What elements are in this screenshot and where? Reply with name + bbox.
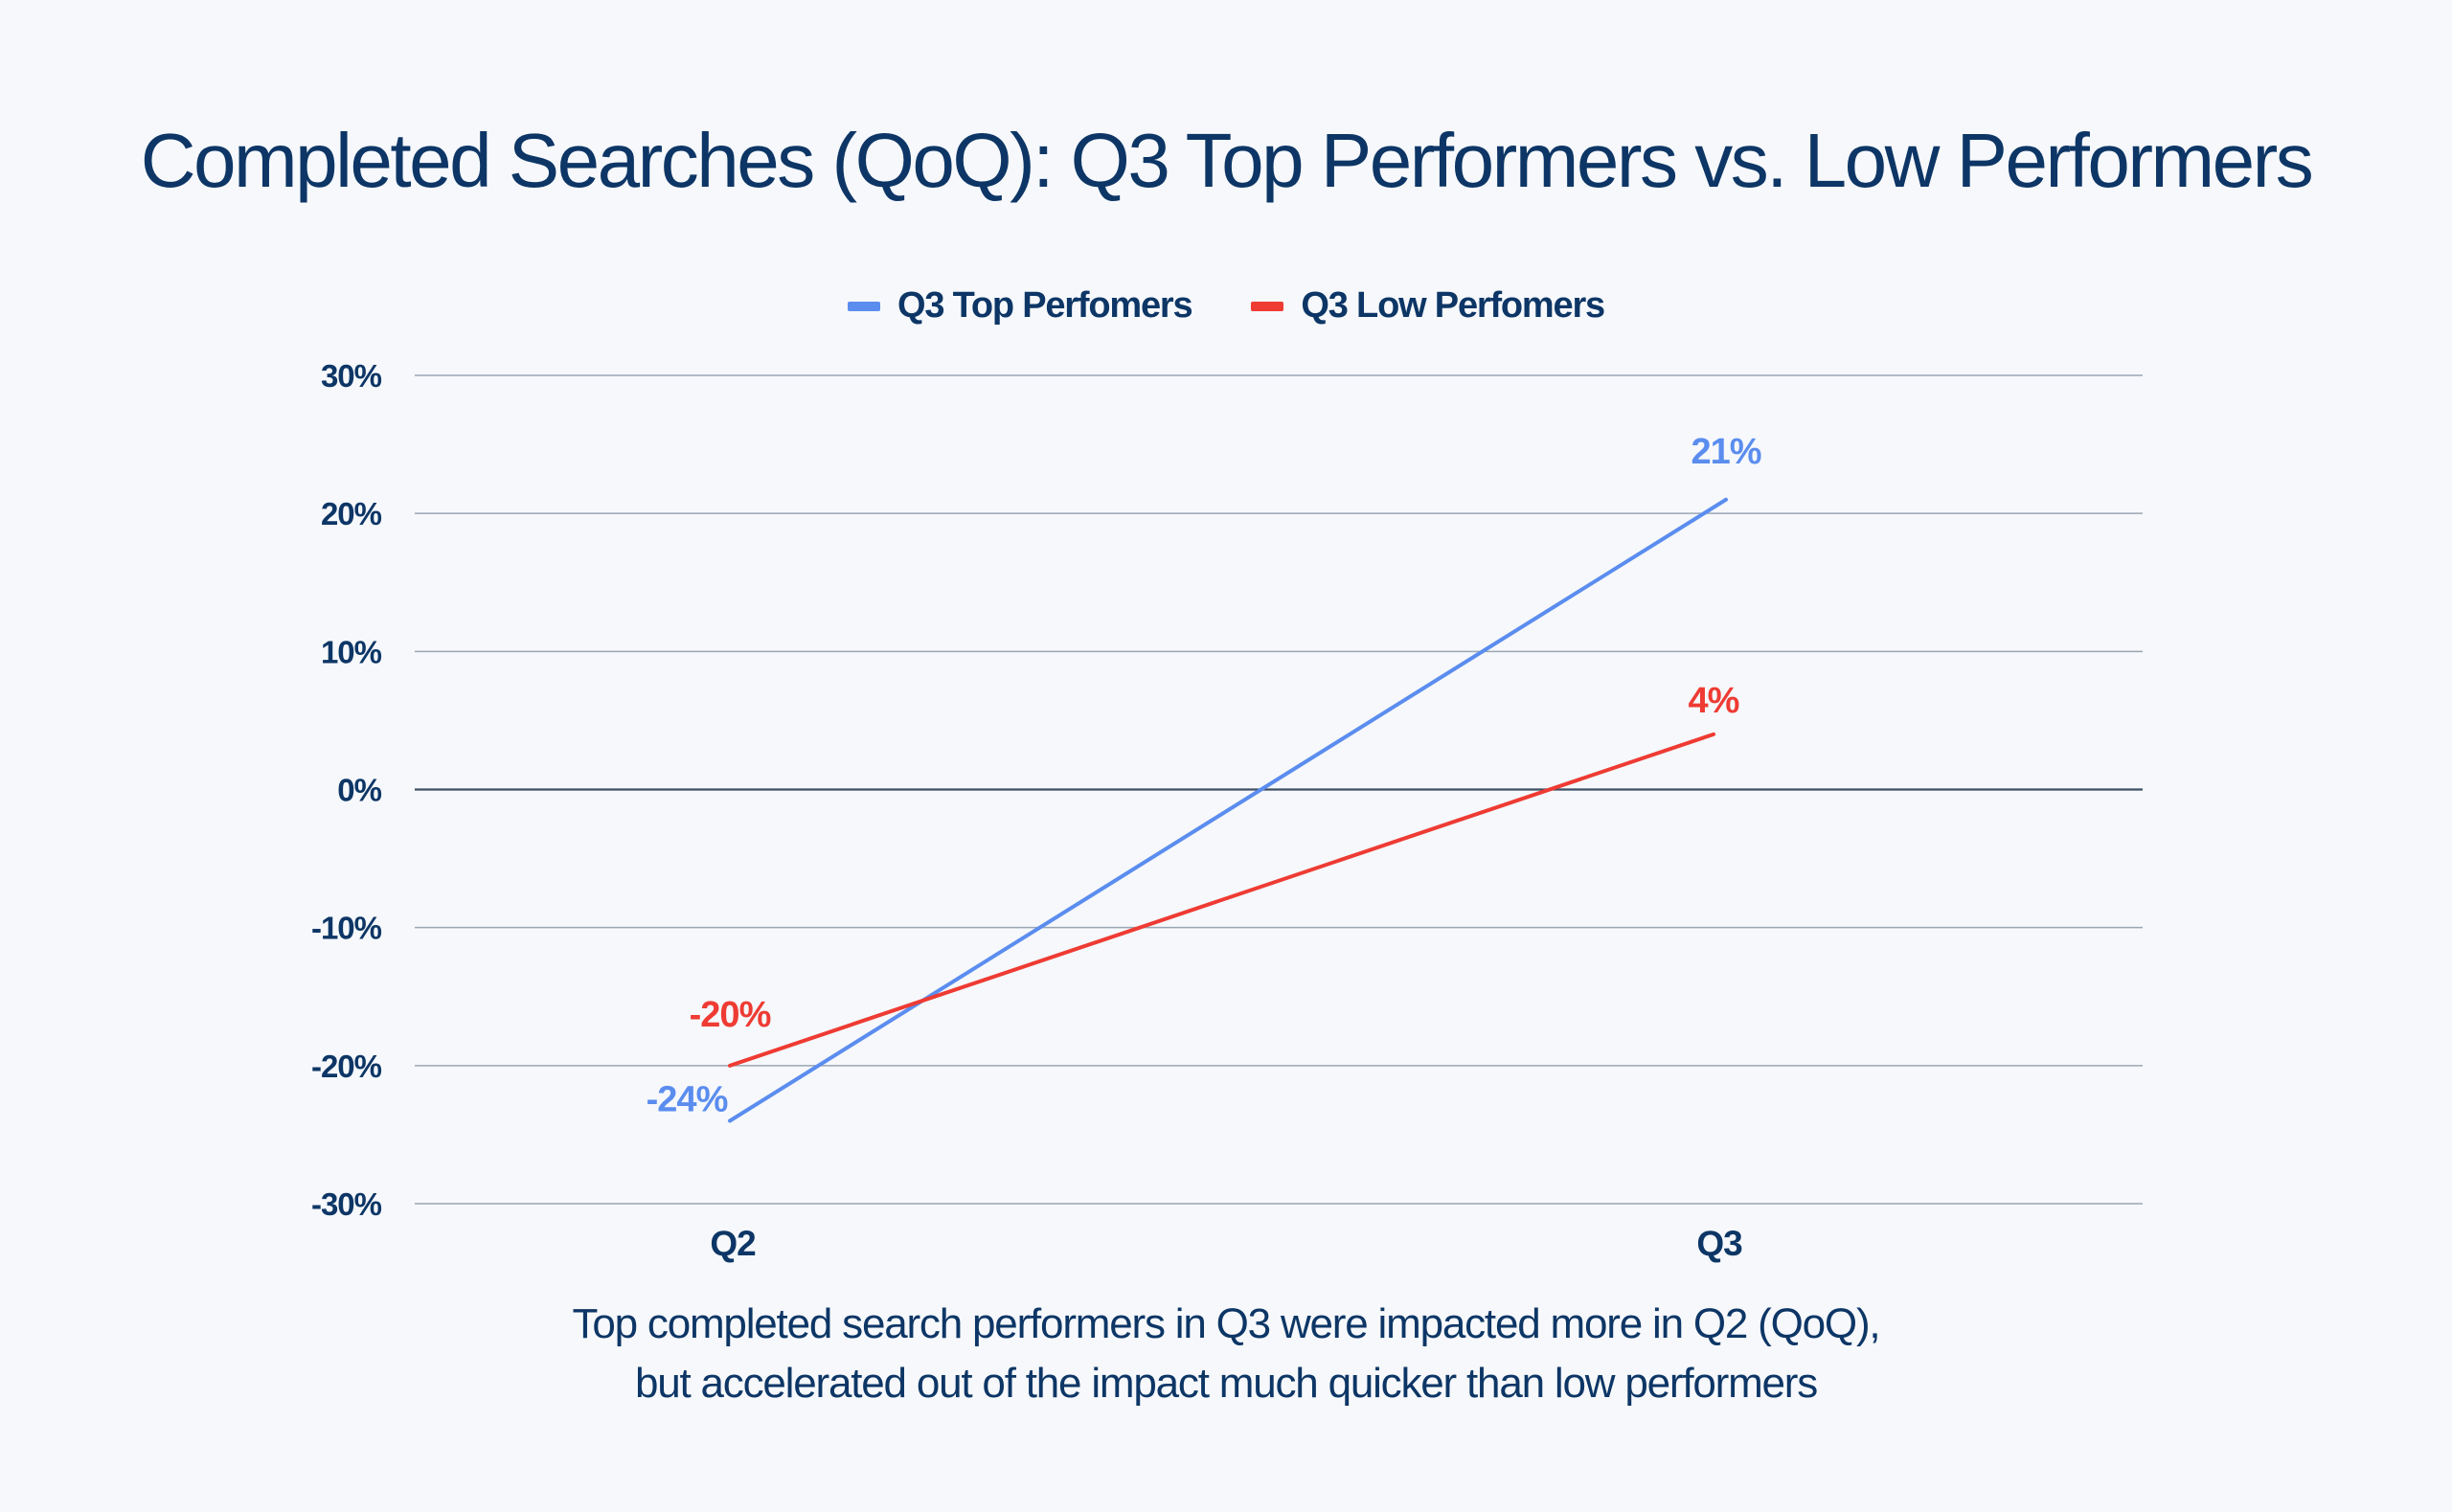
caption-line-2: but accelerated out of the impact much q… (634, 1360, 1818, 1407)
data-label: -20% (690, 995, 771, 1035)
caption-line-1: Top completed search performers in Q3 we… (572, 1300, 1881, 1347)
legend: Q3 Top Perfomers Q3 Low Perfomers (0, 285, 2452, 327)
y-tick-label: -10% (311, 911, 382, 946)
legend-label-low: Q3 Low Perfomers (1301, 285, 1605, 326)
y-tick-label: -30% (311, 1186, 382, 1222)
legend-label-top: Q3 Top Perfomers (897, 285, 1193, 326)
legend-swatch-low (1251, 301, 1284, 311)
chart-caption: Top completed search performers in Q3 we… (0, 1295, 2452, 1413)
series-line-top (728, 497, 1728, 1123)
legend-item-low: Q3 Low Perfomers (1251, 285, 1605, 327)
y-tick-label: 10% (321, 634, 382, 669)
x-tick-label: Q3 (1696, 1224, 1742, 1263)
y-tick-label: 30% (321, 358, 382, 394)
y-tick-label: 20% (321, 496, 382, 531)
y-tick-label: 0% (337, 773, 381, 808)
legend-item-top: Q3 Top Perfomers (848, 285, 1193, 327)
data-label: -24% (647, 1080, 728, 1120)
data-label: 4% (1689, 681, 1739, 721)
series-line-low (728, 732, 1715, 1068)
chart-title: Completed Searches (QoQ): Q3 Top Perform… (140, 118, 2314, 203)
x-tick-label: Q2 (710, 1224, 756, 1263)
y-tick-label: -20% (311, 1049, 382, 1084)
legend-swatch-top (848, 301, 880, 311)
data-label: 21% (1691, 432, 1760, 472)
